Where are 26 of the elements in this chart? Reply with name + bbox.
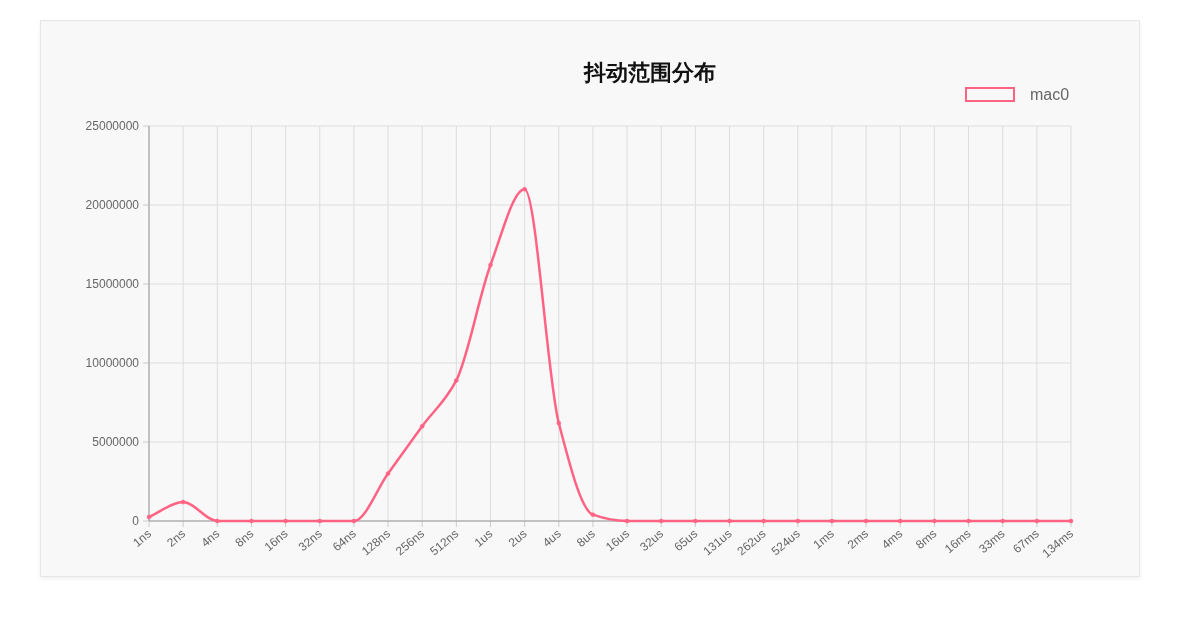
x-tick-label: 16ns — [261, 526, 291, 555]
y-tick-label: 15000000 — [85, 277, 140, 291]
legend-label: mac0 — [1030, 86, 1070, 103]
x-tick-label: 4ns — [198, 526, 223, 550]
x-tick-label: 8ns — [232, 526, 257, 550]
x-tick-label: 2us — [505, 526, 530, 550]
x-tick-label: 4ms — [878, 526, 906, 552]
x-tick-label: 1ns — [130, 526, 154, 550]
x-tick-label: 32ns — [295, 526, 325, 555]
x-tick-label: 32us — [637, 526, 667, 555]
y-tick-label: 20000000 — [85, 198, 140, 212]
x-tick-label: 65us — [671, 526, 701, 555]
x-tick-label: 64ns — [329, 526, 359, 555]
x-tick-label: 4us — [539, 526, 564, 550]
y-tick-label: 25000000 — [85, 119, 140, 133]
y-tick-label: 5000000 — [92, 435, 140, 449]
x-tick-label: 8us — [574, 526, 598, 550]
x-tick-label: 2ms — [844, 526, 872, 552]
x-tick-label: 1us — [471, 526, 496, 550]
x-tick-label: 2ns — [164, 526, 189, 550]
y-tick-label: 0 — [132, 514, 140, 528]
y-tick-label: 10000000 — [85, 356, 140, 370]
x-tick-label: 16us — [603, 526, 632, 555]
x-tick-label: 1ms — [810, 526, 837, 552]
x-tick-label: 8ms — [912, 526, 940, 552]
chart-title: 抖动范围分布 — [583, 60, 716, 85]
